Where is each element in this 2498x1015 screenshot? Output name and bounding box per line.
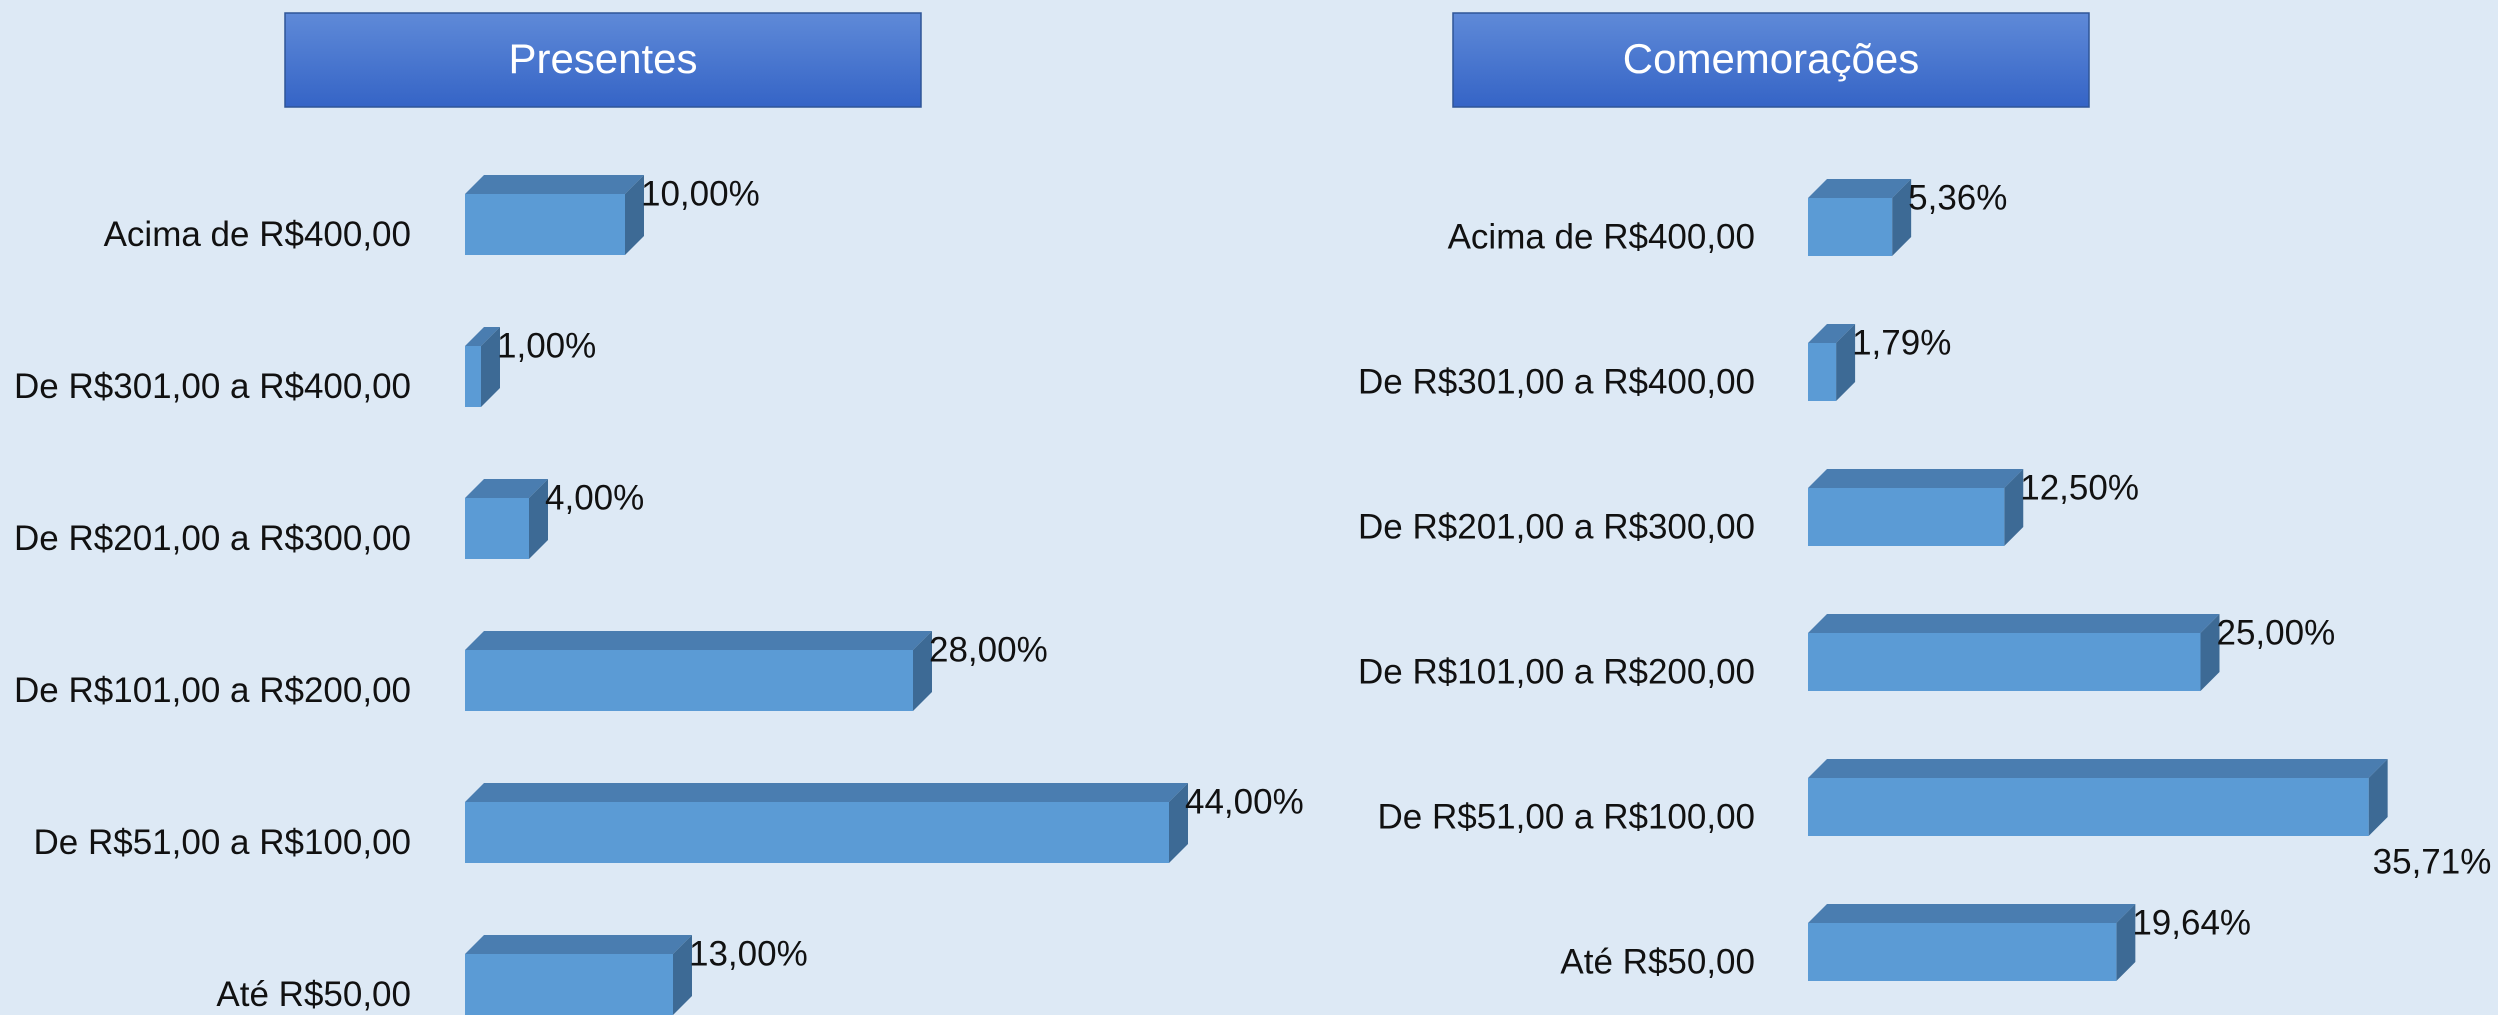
value-label: 28,00% xyxy=(929,630,1048,669)
value-label: 19,64% xyxy=(2132,903,2251,942)
bar-side xyxy=(529,479,548,559)
bar xyxy=(465,346,481,407)
bar-side xyxy=(625,175,644,255)
bar-side xyxy=(673,935,692,1015)
bar-top xyxy=(1808,324,1856,343)
chart-title: Comemorações xyxy=(1623,35,1919,82)
bar xyxy=(465,954,673,1015)
bar-top xyxy=(1808,904,2136,923)
value-label: 25,00% xyxy=(2217,613,2336,652)
category-label: De R$201,00 a R$300,00 xyxy=(1358,507,1755,546)
category-label: De R$51,00 a R$100,00 xyxy=(1378,797,1756,836)
category-label: Até R$50,00 xyxy=(216,975,411,1014)
title-box xyxy=(1452,12,2090,108)
value-label: 44,00% xyxy=(1185,782,1304,821)
value-label: 12,50% xyxy=(2020,468,2139,507)
bar xyxy=(465,194,625,255)
category-label: De R$101,00 a R$200,00 xyxy=(14,671,411,710)
value-label: 1,00% xyxy=(497,326,596,365)
bar xyxy=(1808,488,2005,546)
category-label: Acima de R$400,00 xyxy=(104,215,411,254)
bar-side xyxy=(1892,179,1912,256)
value-label: 4,00% xyxy=(545,478,644,517)
bar-top xyxy=(465,631,932,650)
bar-side xyxy=(2368,759,2388,836)
bar-top xyxy=(465,783,1188,802)
bar-side xyxy=(2116,904,2136,981)
bar xyxy=(1808,343,1837,401)
bar-side xyxy=(2004,469,2024,546)
bar-top xyxy=(1808,614,2220,633)
value-label: 1,79% xyxy=(1852,323,1951,362)
bar xyxy=(1808,778,2369,836)
category-label: Até R$50,00 xyxy=(1560,942,1755,981)
category-label: De R$301,00 a R$400,00 xyxy=(1358,362,1755,401)
bar-side xyxy=(913,631,932,711)
bar xyxy=(465,802,1169,863)
title-box xyxy=(284,12,922,108)
category-label: De R$101,00 a R$200,00 xyxy=(1358,652,1755,691)
bar-top xyxy=(1808,759,2388,778)
category-label: Acima de R$400,00 xyxy=(1448,217,1755,256)
category-label: De R$301,00 a R$400,00 xyxy=(14,367,411,406)
category-label: De R$51,00 a R$100,00 xyxy=(34,823,412,862)
bar-top xyxy=(465,327,500,346)
bar xyxy=(1808,198,1893,256)
bar-top xyxy=(1808,469,2024,488)
value-label: 35,71% xyxy=(2373,842,2492,881)
value-label: 10,00% xyxy=(641,174,760,213)
bar-top xyxy=(465,175,644,194)
bar xyxy=(1808,923,2117,981)
bar xyxy=(465,650,913,711)
bar-side xyxy=(1836,324,1856,401)
chart-title: Presentes xyxy=(508,35,697,82)
bar xyxy=(1808,633,2201,691)
bar-side xyxy=(2200,614,2220,691)
value-label: 13,00% xyxy=(689,934,808,973)
bar xyxy=(465,498,529,559)
category-label: De R$201,00 a R$300,00 xyxy=(14,519,411,558)
value-label: 5,36% xyxy=(1908,178,2007,217)
bar-top xyxy=(1808,179,1912,198)
bar-top xyxy=(465,479,548,498)
bar-side xyxy=(481,327,500,407)
bar-side xyxy=(1169,783,1188,863)
bar-top xyxy=(465,935,692,954)
